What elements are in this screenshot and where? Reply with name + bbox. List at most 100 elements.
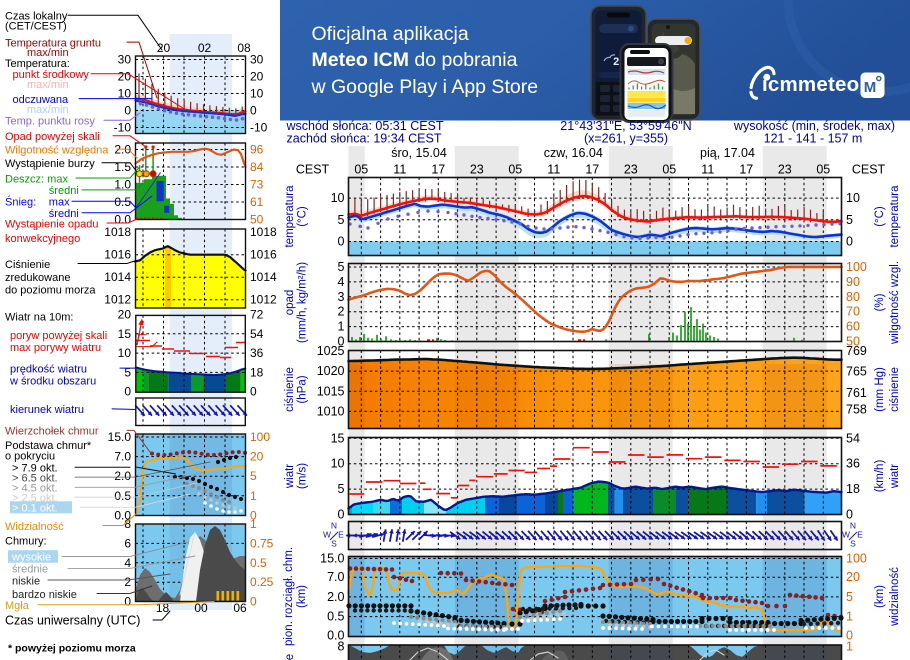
svg-text:(km/h): (km/h): [874, 460, 886, 493]
svg-text:96: 96: [250, 143, 264, 157]
svg-text:54: 54: [250, 327, 264, 341]
svg-text:pion. rozciągł. chm.: pion. rozciągł. chm.: [283, 547, 295, 646]
svg-text:0.5: 0.5: [114, 489, 131, 503]
svg-text:N: N: [331, 521, 337, 531]
svg-text:761: 761: [846, 386, 867, 400]
svg-text:(CET/CEST): (CET/CEST): [5, 21, 67, 33]
svg-text:10: 10: [118, 346, 132, 360]
svg-text:5: 5: [846, 590, 853, 604]
svg-text:w Google Play i App Store: w Google Play i App Store: [311, 76, 539, 98]
svg-text:17: 17: [739, 163, 753, 177]
svg-text:5: 5: [338, 482, 345, 496]
svg-text:> 4.5 okt.: > 4.5 okt.: [12, 483, 58, 495]
svg-text:11: 11: [393, 163, 406, 177]
svg-text:Temperatura gruntu: Temperatura gruntu: [5, 37, 101, 49]
svg-text:1.5: 1.5: [114, 160, 131, 174]
svg-text:30: 30: [250, 53, 264, 67]
svg-text:30: 30: [118, 53, 132, 67]
svg-text:36: 36: [846, 457, 860, 471]
svg-text:60: 60: [846, 320, 860, 334]
svg-text:3: 3: [338, 290, 345, 304]
svg-text:1: 1: [250, 489, 257, 503]
svg-text:20: 20: [118, 308, 132, 322]
svg-text:23: 23: [778, 163, 792, 177]
svg-text:73: 73: [250, 178, 264, 192]
svg-text:wysokość (min, środek, max): wysokość (min, środek, max): [733, 119, 895, 133]
svg-text:0.0: 0.0: [114, 508, 131, 522]
svg-text:08: 08: [237, 41, 251, 55]
svg-text:54: 54: [846, 431, 860, 445]
svg-text:2.0: 2.0: [327, 590, 344, 604]
svg-text:E: E: [338, 530, 344, 540]
svg-text:(mm/h, kg/m²/h): (mm/h, kg/m²/h): [297, 262, 309, 343]
svg-text:7.0: 7.0: [114, 450, 131, 464]
svg-text:21°43'31"E, 53°59'46"N: 21°43'31"E, 53°59'46"N: [560, 119, 691, 133]
svg-text:1018: 1018: [250, 225, 277, 239]
svg-text:średnie: średnie: [12, 564, 48, 576]
svg-text:temperatura: temperatura: [889, 185, 901, 248]
svg-text:90: 90: [846, 275, 860, 289]
svg-text:121 - 141 - 157 m: 121 - 141 - 157 m: [764, 132, 863, 146]
svg-text:zredukowane: zredukowane: [5, 272, 70, 284]
svg-text:odczuwana: odczuwana: [13, 94, 70, 106]
svg-text:23: 23: [470, 163, 484, 177]
svg-text:0: 0: [846, 629, 853, 643]
svg-text:0: 0: [338, 335, 345, 349]
svg-text:100: 100: [250, 430, 270, 444]
svg-text:(mm Hg): (mm Hg): [874, 367, 886, 412]
svg-text:o pokryciu: o pokryciu: [5, 451, 55, 463]
svg-text:do poziomu morza: do poziomu morza: [5, 284, 96, 296]
svg-text:10: 10: [331, 457, 345, 471]
svg-text:Opad powyżej skali: Opad powyżej skali: [5, 131, 100, 143]
svg-text:0: 0: [846, 508, 853, 522]
svg-text:-10: -10: [250, 121, 268, 135]
svg-text:23: 23: [624, 163, 638, 177]
svg-text:18: 18: [846, 482, 860, 496]
svg-text:18: 18: [250, 365, 264, 379]
svg-text:Czas uniwersalny (UTC): Czas uniwersalny (UTC): [5, 613, 140, 627]
svg-text:0: 0: [338, 508, 345, 522]
svg-text:06: 06: [233, 601, 247, 615]
svg-text:20: 20: [250, 450, 264, 464]
svg-text:max/min: max/min: [27, 104, 69, 116]
svg-text:5: 5: [124, 365, 131, 379]
svg-text:0: 0: [124, 595, 131, 609]
svg-text:S: S: [850, 539, 856, 549]
svg-text:8: 8: [124, 517, 131, 531]
svg-text:max/min: max/min: [27, 47, 69, 59]
svg-text:(°C): (°C): [297, 206, 309, 227]
svg-text:2: 2: [124, 575, 131, 589]
svg-text:1: 1: [250, 517, 257, 531]
svg-text:5: 5: [338, 213, 345, 227]
svg-text:2.0: 2.0: [114, 469, 131, 483]
svg-text:(x=261, y=355): (x=261, y=355): [584, 132, 668, 146]
svg-text:758: 758: [846, 403, 867, 417]
svg-text:10: 10: [250, 87, 264, 101]
svg-text:max porywy wiatru: max porywy wiatru: [10, 342, 101, 354]
svg-text:05: 05: [354, 163, 368, 177]
svg-text:1015: 1015: [317, 384, 345, 398]
svg-text:0.25: 0.25: [250, 575, 274, 589]
svg-text:wiatr: wiatr: [889, 464, 901, 489]
svg-text:W: W: [323, 530, 331, 540]
svg-text:0: 0: [846, 235, 853, 249]
svg-text:Widzialność: Widzialność: [5, 521, 64, 533]
svg-text:max/min: max/min: [27, 79, 69, 91]
svg-text:ciśnienie: ciśnienie: [889, 367, 901, 412]
svg-text:02: 02: [198, 41, 212, 55]
svg-text:15: 15: [331, 431, 345, 445]
svg-text:61: 61: [250, 195, 264, 209]
svg-text:0.5: 0.5: [114, 195, 131, 209]
svg-text:* powyżej poziomu morza: * powyżej poziomu morza: [8, 643, 136, 655]
svg-text:00: 00: [194, 601, 208, 615]
svg-text:20: 20: [250, 70, 264, 84]
svg-text:1: 1: [338, 320, 345, 334]
svg-text:0.75: 0.75: [250, 536, 274, 550]
svg-text:1012: 1012: [250, 293, 277, 307]
svg-text:Temp. punktu rosy: Temp. punktu rosy: [5, 116, 95, 128]
svg-text:średni: średni: [49, 185, 79, 197]
svg-text:Podstawa chmur*: Podstawa chmur*: [5, 440, 92, 452]
svg-text:1018: 1018: [104, 225, 131, 239]
svg-text:100: 100: [846, 260, 867, 274]
svg-text:(km): (km): [296, 585, 308, 608]
